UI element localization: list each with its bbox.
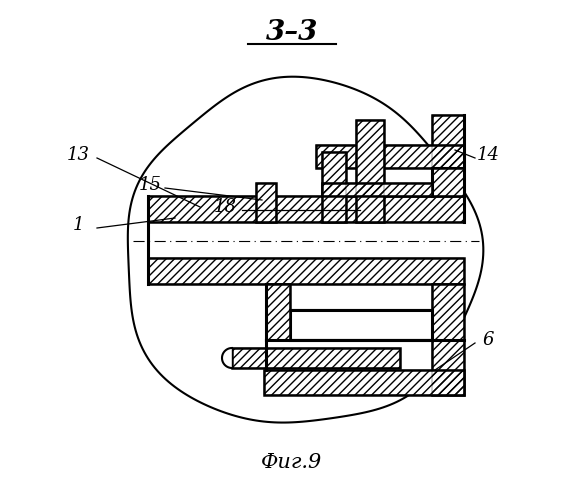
Bar: [148, 258, 464, 284]
Text: 15: 15: [138, 176, 162, 194]
Bar: [316, 145, 464, 168]
Text: 6: 6: [482, 331, 493, 349]
Bar: [148, 196, 464, 222]
Bar: [266, 284, 290, 340]
Bar: [432, 115, 464, 196]
Bar: [232, 348, 400, 368]
Text: 18: 18: [214, 198, 237, 216]
Text: 1: 1: [72, 216, 84, 234]
Bar: [356, 120, 384, 222]
Bar: [264, 370, 464, 395]
Text: 13: 13: [67, 146, 89, 164]
Bar: [356, 120, 384, 222]
Bar: [432, 115, 464, 196]
Bar: [322, 152, 346, 222]
Bar: [256, 183, 276, 222]
Bar: [222, 348, 232, 368]
Bar: [432, 284, 464, 395]
Bar: [148, 258, 464, 284]
Bar: [256, 183, 276, 222]
Bar: [232, 348, 400, 368]
Bar: [322, 152, 346, 222]
Bar: [148, 196, 464, 222]
Bar: [290, 310, 432, 340]
Bar: [322, 183, 432, 196]
Bar: [322, 183, 432, 196]
Bar: [432, 284, 464, 395]
Bar: [316, 145, 464, 168]
Bar: [432, 168, 464, 196]
Bar: [264, 370, 464, 395]
Text: Фиг.9: Фиг.9: [262, 452, 322, 471]
Bar: [266, 284, 290, 340]
Text: 3–3: 3–3: [266, 18, 318, 46]
Text: 14: 14: [477, 146, 499, 164]
Polygon shape: [128, 76, 484, 422]
